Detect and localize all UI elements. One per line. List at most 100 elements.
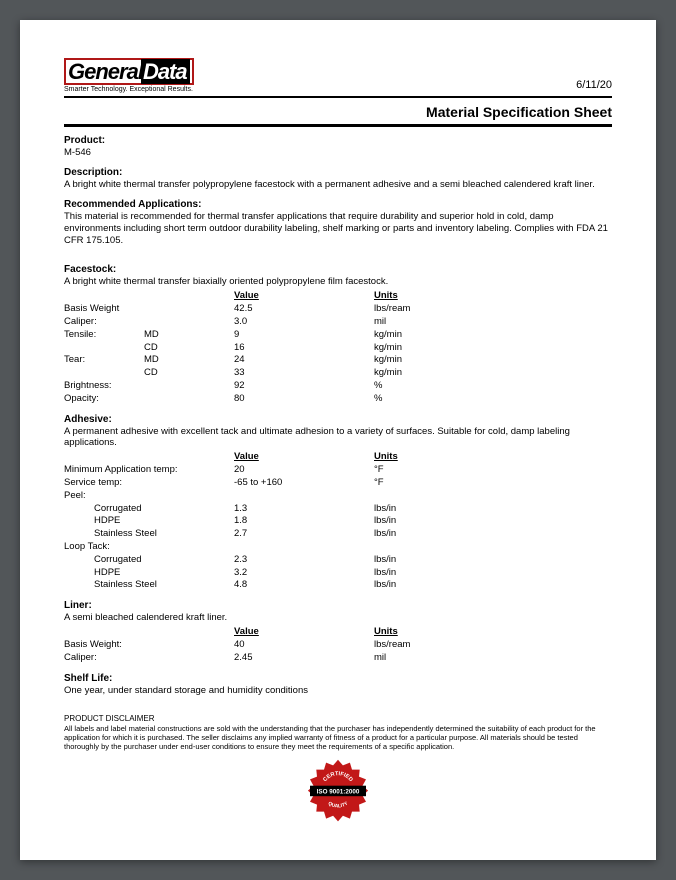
sub-cell	[144, 380, 234, 393]
product-label: Product:	[64, 135, 612, 146]
prop-cell: Brightness:	[64, 380, 144, 393]
shelf-life-section: Shelf Life: One year, under standard sto…	[64, 673, 612, 697]
value-cell: 80	[234, 393, 374, 406]
prop-cell: Basis Weight	[64, 303, 144, 316]
unit-cell: kg/min	[374, 329, 474, 342]
table-row: Peel:	[64, 490, 612, 503]
prop-cell: Caliper:	[64, 652, 234, 665]
facestock-section: Facestock: A bright white thermal transf…	[64, 264, 612, 405]
document-page: GeneralData Smarter Technology. Exceptio…	[20, 20, 656, 860]
table-row: HDPE1.8lbs/in	[64, 515, 612, 528]
description-section: Description: A bright white thermal tran…	[64, 167, 612, 191]
svg-text:ISO 9001:2000: ISO 9001:2000	[317, 789, 360, 796]
applications-label: Recommended Applications:	[64, 199, 612, 210]
sub-cell	[144, 393, 234, 406]
applications-section: Recommended Applications: This material …	[64, 199, 612, 247]
unit-cell: lbs/ream	[374, 303, 474, 316]
value-cell: 24	[234, 354, 374, 367]
value-cell: 1.8	[234, 515, 374, 528]
table-row: Stainless Steel2.7lbs/in	[64, 528, 612, 541]
table-row: Corrugated1.3lbs/in	[64, 503, 612, 516]
table-row: Basis Weight:40lbs/ream	[64, 639, 612, 652]
value-cell	[234, 541, 374, 554]
unit-cell: lbs/in	[374, 528, 474, 541]
unit-cell: lbs/in	[374, 503, 474, 516]
table-row: Basis Weight42.5lbs/ream	[64, 303, 612, 316]
unit-cell: kg/min	[374, 367, 474, 380]
value-cell	[234, 490, 374, 503]
sub-cell: CD	[144, 367, 234, 380]
prop-cell: Tensile:	[64, 329, 144, 342]
liner-section: Liner: A semi bleached calendered kraft …	[64, 600, 612, 664]
adhesive-desc: A permanent adhesive with excellent tack…	[64, 426, 612, 450]
logo-text-1: General	[68, 59, 143, 84]
applications-text: This material is recommended for thermal…	[64, 211, 612, 247]
table-row: Caliper:2.45mil	[64, 652, 612, 665]
shelf-life-text: One year, under standard storage and hum…	[64, 685, 612, 697]
company-logo: GeneralData	[64, 58, 194, 85]
prop-cell: Stainless Steel	[64, 528, 234, 541]
sub-cell: MD	[144, 354, 234, 367]
prop-cell: Minimum Application temp:	[64, 464, 234, 477]
prop-cell	[64, 367, 144, 380]
unit-cell	[374, 490, 474, 503]
unit-cell: %	[374, 380, 474, 393]
table-row: Tear:MD24kg/min	[64, 354, 612, 367]
col-units-header: Units	[374, 626, 474, 639]
sub-cell	[144, 316, 234, 329]
unit-cell: kg/min	[374, 354, 474, 367]
table-row: Tensile:MD9kg/min	[64, 329, 612, 342]
prop-cell: Tear:	[64, 354, 144, 367]
logo-block: GeneralData Smarter Technology. Exceptio…	[64, 58, 194, 93]
unit-cell: mil	[374, 652, 474, 665]
value-cell: 3.2	[234, 567, 374, 580]
value-cell: 2.45	[234, 652, 374, 665]
liner-label: Liner:	[64, 600, 612, 611]
prop-cell: Corrugated	[64, 554, 234, 567]
header-row: GeneralData Smarter Technology. Exceptio…	[64, 58, 612, 98]
col-value-header: Value	[234, 451, 374, 464]
adhesive-label: Adhesive:	[64, 414, 612, 425]
description-label: Description:	[64, 167, 612, 178]
prop-cell: Peel:	[64, 490, 234, 503]
unit-cell: lbs/in	[374, 579, 474, 592]
table-row: Minimum Application temp:20°F	[64, 464, 612, 477]
prop-cell: Service temp:	[64, 477, 234, 490]
value-cell: 92	[234, 380, 374, 393]
prop-cell: Loop Tack:	[64, 541, 234, 554]
product-section: Product: M-546	[64, 135, 612, 159]
value-cell: -65 to +160	[234, 477, 374, 490]
tagline: Smarter Technology. Exceptional Results.	[64, 86, 194, 93]
logo-text-2: Data	[141, 59, 190, 84]
table-row: Loop Tack:	[64, 541, 612, 554]
unit-cell: kg/min	[374, 342, 474, 355]
value-cell: 3.0	[234, 316, 374, 329]
unit-cell: lbs/in	[374, 515, 474, 528]
prop-cell	[64, 342, 144, 355]
value-cell: 9	[234, 329, 374, 342]
table-header-row: Value Units	[64, 626, 612, 639]
value-cell: 1.3	[234, 503, 374, 516]
facestock-table: Value Units Basis Weight42.5lbs/reamCali…	[64, 290, 612, 405]
iso-badge-icon: CERTIFIED QUALITY ISO 9001:2000	[303, 757, 373, 827]
table-row: CD16kg/min	[64, 342, 612, 355]
table-row: HDPE3.2lbs/in	[64, 567, 612, 580]
unit-cell	[374, 541, 474, 554]
sub-cell: CD	[144, 342, 234, 355]
col-units-header: Units	[374, 290, 474, 303]
value-cell: 16	[234, 342, 374, 355]
facestock-label: Facestock:	[64, 264, 612, 275]
unit-cell: %	[374, 393, 474, 406]
unit-cell: mil	[374, 316, 474, 329]
value-cell: 2.7	[234, 528, 374, 541]
unit-cell: lbs/in	[374, 554, 474, 567]
col-value-header: Value	[234, 290, 374, 303]
table-row: Service temp:-65 to +160°F	[64, 477, 612, 490]
table-row: Brightness: 92%	[64, 380, 612, 393]
value-cell: 33	[234, 367, 374, 380]
certification-badge-wrap: CERTIFIED QUALITY ISO 9001:2000	[64, 757, 612, 830]
prop-cell: HDPE	[64, 515, 234, 528]
disclaimer-heading: PRODUCT DISCLAIMER	[64, 714, 612, 723]
description-text: A bright white thermal transfer polyprop…	[64, 179, 612, 191]
value-cell: 4.8	[234, 579, 374, 592]
